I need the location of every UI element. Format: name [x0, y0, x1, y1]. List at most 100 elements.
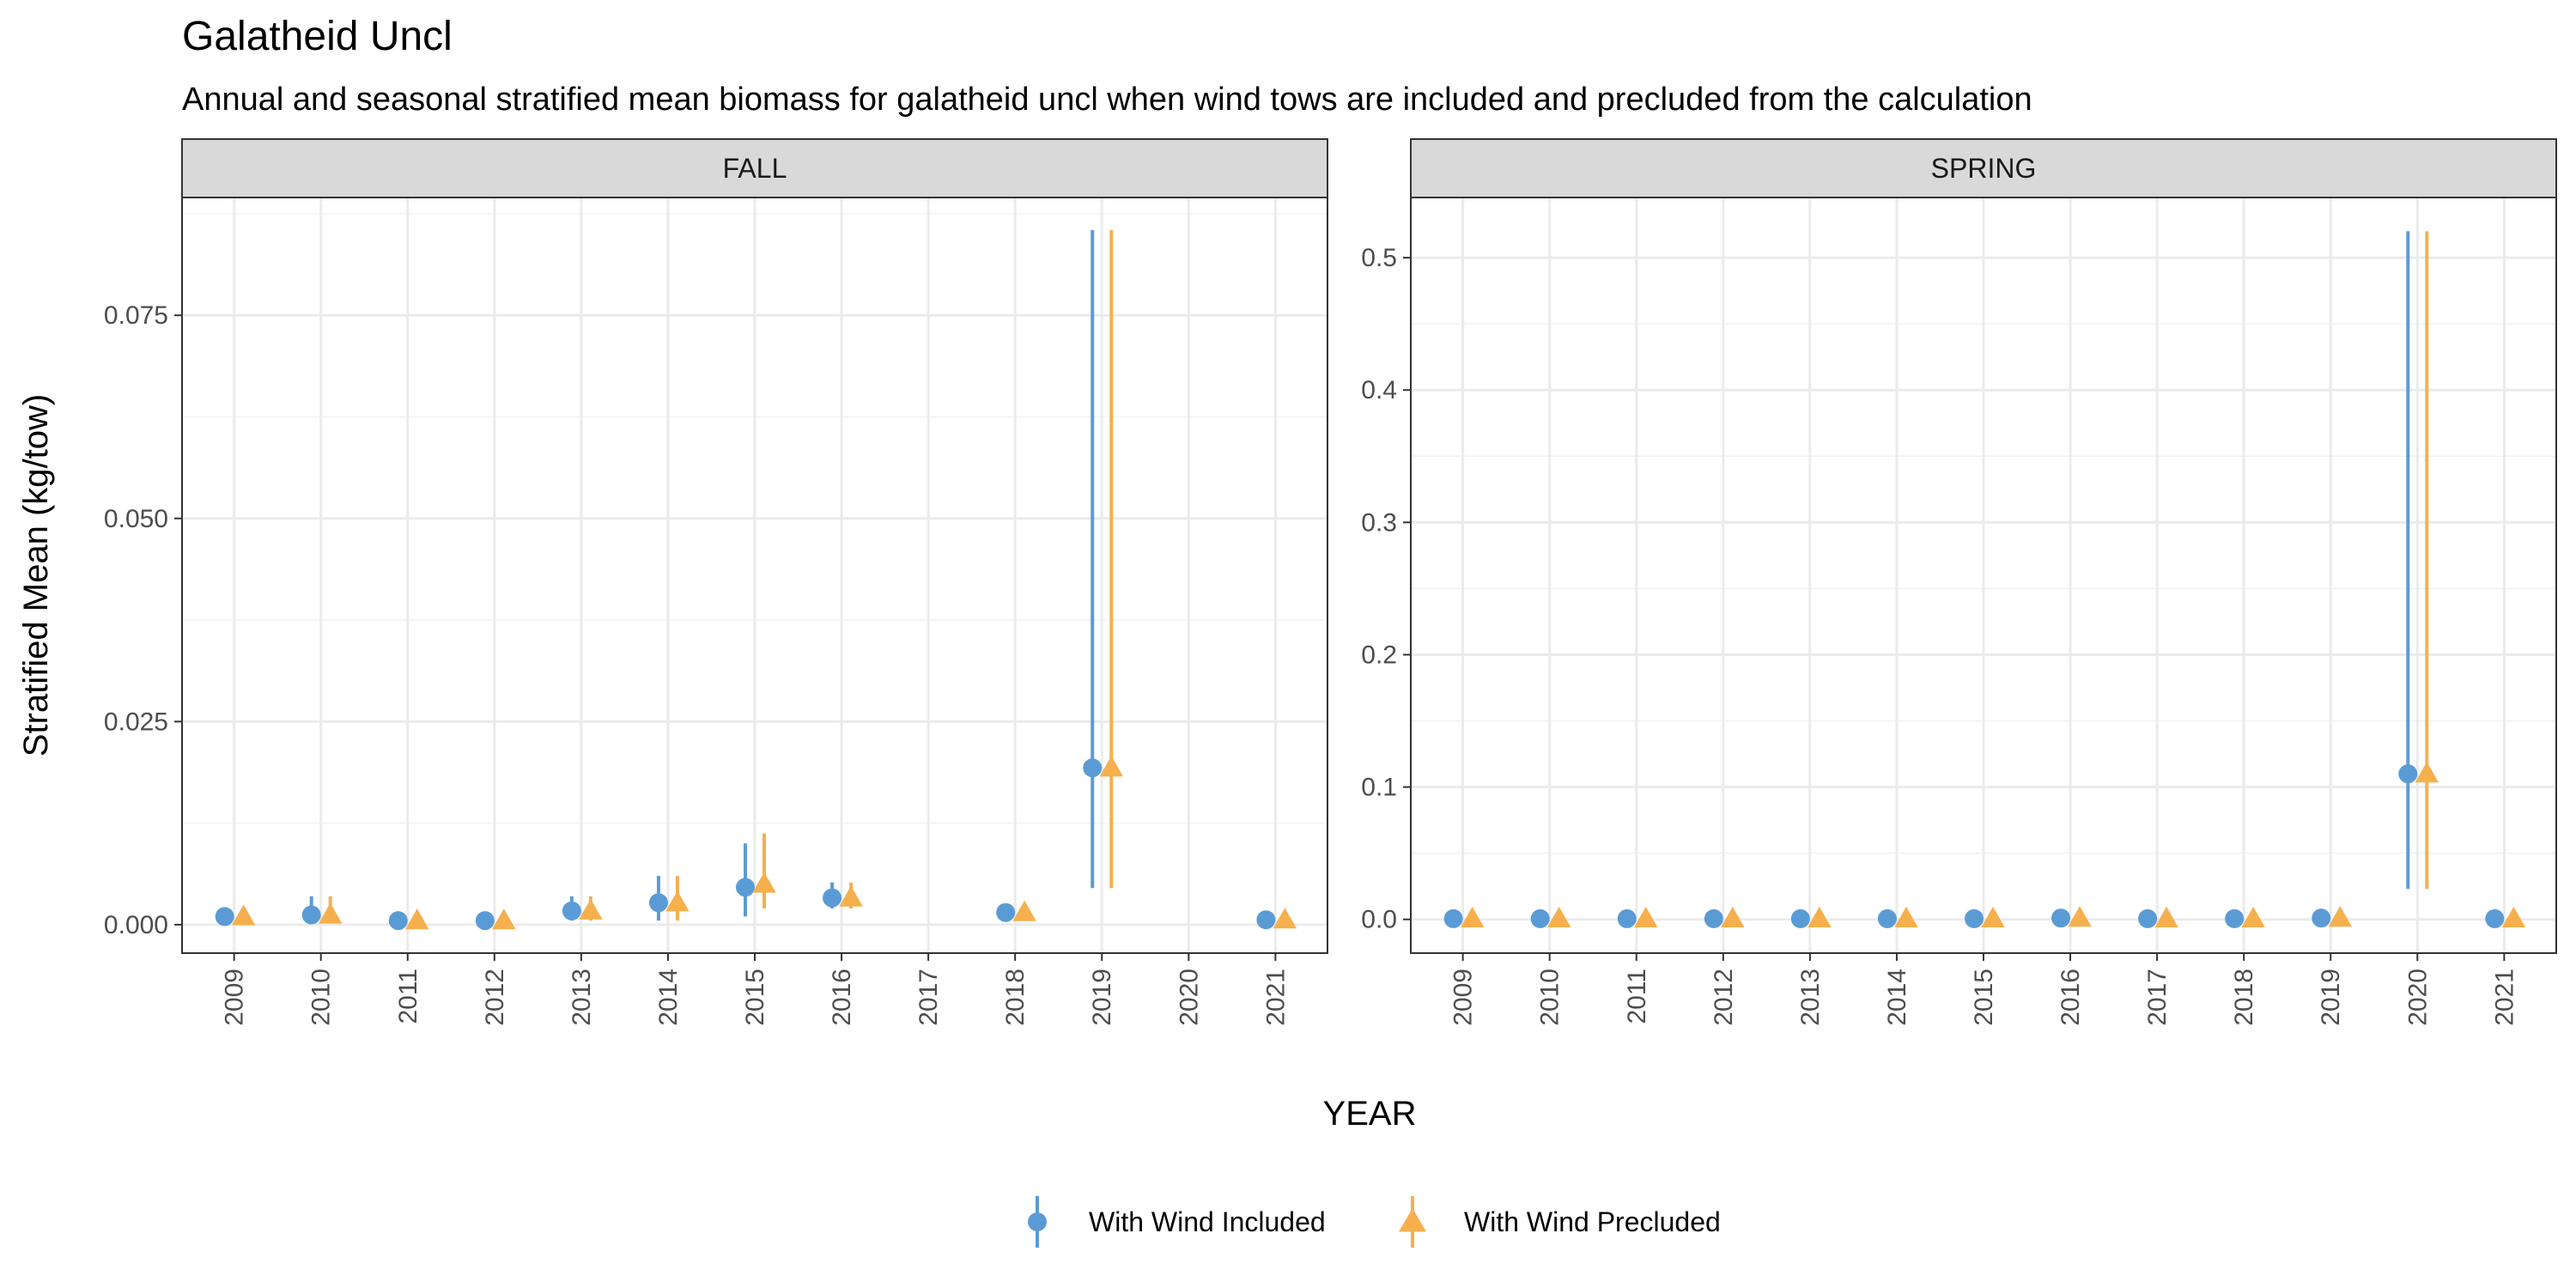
y-tick-label: 0.5	[1361, 244, 1397, 272]
x-tick-label: 2009	[221, 969, 249, 1026]
data-point	[2501, 906, 2526, 928]
x-tick-label: 2018	[1001, 969, 1030, 1026]
data-point	[231, 904, 256, 926]
data-point	[1981, 906, 2005, 928]
data-point	[318, 902, 343, 924]
x-tick-label: 2013	[1796, 969, 1825, 1026]
y-axis-title: Stratified Mean (kg/tow)	[17, 394, 55, 756]
x-tick-label: 2019	[2317, 969, 2345, 1026]
data-point	[1877, 908, 1897, 928]
y-tick-label: 0.4	[1361, 376, 1397, 404]
data-point	[2415, 762, 2439, 783]
series-with-wind-precluded	[1460, 231, 2526, 928]
x-tick-label: 2011	[394, 969, 422, 1024]
x-tick-label: 2021	[1261, 969, 1290, 1026]
x-tick-label: 2010	[307, 969, 336, 1026]
data-point	[215, 907, 234, 927]
legend-label: With Wind Precluded	[1464, 1206, 1721, 1237]
data-point	[648, 893, 668, 913]
y-tick-label: 0.025	[104, 708, 168, 736]
y-tick-label: 0.2	[1361, 641, 1397, 669]
x-tick-label: 2011	[1623, 969, 1651, 1024]
y-tick-label: 0.075	[104, 301, 168, 330]
data-point	[2241, 906, 2265, 928]
panel-spring: SPRING 0.0 0.1 0.2 0.3 0.4 0.5 2009 2010 2011 2012…	[1361, 138, 2557, 1026]
data-point	[1634, 906, 1658, 928]
facet-label-fall: FALL	[723, 153, 787, 184]
legend-key-circle	[1028, 1212, 1047, 1231]
legend-label: With Wind Included	[1089, 1206, 1326, 1237]
data-point	[1546, 906, 1571, 928]
x-tick-label: 2014	[654, 969, 683, 1026]
data-point	[752, 872, 776, 893]
data-point	[2154, 906, 2178, 928]
legend-item: With Wind Precluded	[1399, 1196, 1721, 1248]
data-point	[996, 902, 1016, 922]
x-axis-title: YEAR	[1323, 1095, 1417, 1133]
series-with-wind-precluded	[231, 229, 1297, 930]
data-point	[562, 901, 581, 920]
x-tick-label: 2017	[914, 969, 943, 1026]
data-point	[2225, 908, 2245, 928]
data-point	[1012, 900, 1036, 921]
data-point	[2051, 908, 2071, 928]
data-point	[301, 905, 321, 925]
data-point	[1894, 906, 1918, 928]
legend: With Wind Included With Wind Precluded	[1028, 1196, 1721, 1248]
legend-key-triangle	[1399, 1208, 1426, 1232]
x-tick-label: 2018	[2230, 969, 2258, 1026]
x-tick-label: 2009	[1449, 969, 1478, 1026]
y-tick-label: 0.050	[104, 505, 168, 533]
data-point	[1256, 910, 1276, 930]
data-point	[1704, 908, 1723, 928]
chart-subtitle: Annual and seasonal stratified mean biom…	[182, 82, 2032, 118]
x-tick-label: 2021	[2490, 969, 2518, 1026]
facet-strip-fall	[181, 138, 1328, 198]
data-point	[579, 898, 603, 920]
data-point	[2485, 908, 2505, 928]
y-tick-label: 0.000	[104, 911, 168, 939]
y-tick-label: 0.3	[1361, 508, 1397, 537]
data-point	[1807, 906, 1832, 928]
x-tick-label: 2019	[1088, 969, 1116, 1026]
data-point	[2312, 908, 2331, 928]
facet-panels: FALL 0.000 0.025 0.050 0.075 2009 2010 2011 2012…	[104, 138, 2557, 1026]
x-tick-label: 2013	[568, 969, 596, 1026]
x-tick-label: 2014	[1883, 969, 1911, 1026]
data-point	[2328, 906, 2352, 927]
panel-border	[181, 197, 1328, 954]
y-tick-label: 0.1	[1361, 774, 1397, 802]
panel-border	[1410, 197, 2557, 954]
x-tick-label: 2016	[2057, 969, 2085, 1026]
series-with-wind-included	[1443, 231, 2505, 928]
y-tick-label: 0.0	[1361, 906, 1397, 934]
x-tick-label: 2017	[2143, 969, 2172, 1026]
x-tick-label: 2020	[2403, 969, 2432, 1026]
data-point	[475, 911, 495, 931]
data-point	[823, 888, 842, 908]
data-point	[2138, 908, 2158, 928]
x-tick-label: 2015	[1970, 969, 1998, 1026]
data-point	[492, 908, 516, 930]
data-point	[839, 885, 863, 907]
data-point	[388, 911, 408, 931]
data-point	[1099, 756, 1123, 777]
data-point	[1460, 906, 1485, 928]
facet-label-spring: SPRING	[1931, 153, 2037, 184]
data-point	[2068, 906, 2092, 927]
data-point	[1790, 908, 1810, 928]
data-point	[1273, 908, 1297, 929]
legend-item: With Wind Included	[1028, 1196, 1326, 1248]
panel-fall: FALL 0.000 0.025 0.050 0.075 2009 2010 2011 2012…	[104, 138, 1328, 1026]
x-tick-label: 2016	[828, 969, 856, 1026]
facet-strip-spring	[1410, 138, 2557, 198]
series-with-wind-included	[215, 229, 1276, 931]
data-point	[1721, 906, 1745, 928]
x-tick-label: 2010	[1536, 969, 1564, 1026]
data-point	[665, 890, 690, 912]
data-point	[736, 878, 755, 897]
x-tick-label: 2015	[741, 969, 769, 1026]
data-point	[405, 908, 429, 930]
x-tick-label: 2020	[1175, 969, 1203, 1026]
